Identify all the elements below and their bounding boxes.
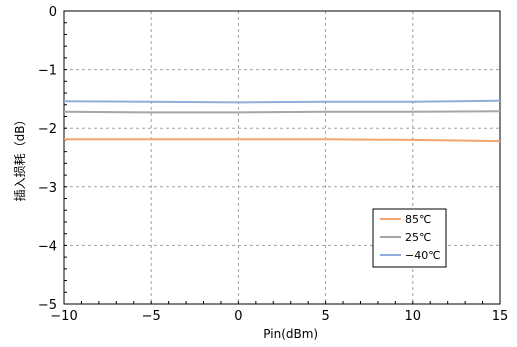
y-tick-label: −5 — [38, 298, 57, 313]
x-tick-label: 5 — [321, 309, 329, 324]
y-axis-tick-labels: 0 −1 −2 −3 −4 −5 — [38, 5, 57, 313]
y-tick-label: −3 — [38, 181, 57, 196]
x-axis-tick-labels: −10 −5 0 5 10 15 — [50, 309, 508, 324]
x-tick-label: −5 — [142, 309, 161, 324]
legend-label-1: 25℃ — [405, 231, 431, 244]
x-tick-label: −10 — [50, 309, 77, 324]
plot-area-frame — [63, 10, 501, 305]
series-lines — [63, 99, 501, 143]
series-line-1 — [63, 110, 501, 114]
x-tick-label: 10 — [405, 309, 422, 324]
series-line-0 — [64, 138, 501, 143]
y-axis-title: 插入损耗（dB） — [13, 114, 27, 202]
x-tick-label: 15 — [492, 309, 509, 324]
legend-label-2: −40℃ — [405, 249, 441, 262]
x-axis-title: Pin(dBm) — [263, 327, 318, 341]
gridlines — [64, 11, 500, 304]
y-tick-label: −2 — [38, 122, 57, 137]
y-tick-label: −4 — [38, 239, 57, 254]
y-tick-label: 0 — [49, 5, 57, 20]
legend-label-0: 85℃ — [405, 213, 431, 226]
legend: 85℃ 25℃ −40℃ — [372, 208, 447, 268]
series-line-2 — [63, 99, 501, 104]
y-tick-label: −1 — [38, 64, 57, 79]
x-tick-label: 0 — [234, 309, 242, 324]
